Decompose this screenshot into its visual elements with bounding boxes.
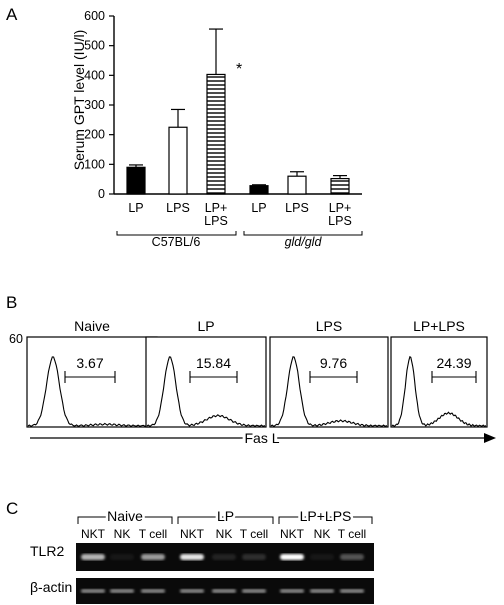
histogram-ymax-label: 60 — [9, 332, 23, 346]
panel-letter-c: C — [6, 499, 18, 518]
histogram-curve — [270, 356, 388, 427]
gel-band-tlr2 — [212, 554, 236, 560]
group-bracket-c57bl6 — [116, 231, 237, 236]
row-label-actin: β-actin — [30, 579, 72, 595]
y-tick-label: 200 — [84, 128, 105, 142]
gel-band-tlr2 — [180, 554, 204, 560]
category-label: LPS — [204, 214, 228, 228]
histogram-title: LP+LPS — [413, 318, 465, 334]
group-bracket-gld — [243, 231, 363, 236]
category-label: LP+ — [329, 201, 352, 215]
gel-band-actin — [310, 589, 334, 593]
gate-percentage: 24.39 — [436, 355, 471, 371]
gel-band-tlr2 — [310, 554, 334, 560]
gel-lane-label: NK — [314, 527, 331, 541]
bar — [330, 177, 350, 195]
histogram-curve — [146, 356, 266, 427]
group-label-gld: gld/gld — [285, 235, 323, 249]
gel-lane-label: NKT — [280, 527, 305, 541]
y-tick-label: 400 — [84, 68, 105, 82]
histogram-frame — [26, 336, 158, 428]
gel-band-tlr2 — [242, 554, 266, 560]
category-label: LPS — [285, 201, 309, 215]
category-label: LP — [251, 201, 266, 215]
fasl-axis-label: Fas L — [244, 430, 279, 446]
gel-band-actin — [180, 589, 204, 593]
histogram-frame — [145, 336, 267, 428]
panel-letter-a: A — [6, 5, 18, 24]
bar — [249, 185, 269, 195]
gate-bracket — [189, 371, 238, 383]
bar — [168, 126, 188, 195]
gel-lane-label: NKT — [81, 527, 106, 541]
gel-lane-label: T cell — [240, 527, 268, 541]
row-label-tlr2: TLR2 — [30, 543, 64, 559]
gel-group-label: LP+LPS — [300, 508, 352, 524]
histogram-frame — [269, 336, 389, 428]
gel-group-bracket — [177, 516, 274, 524]
gate-percentage: 15.84 — [196, 355, 231, 371]
gel-lane-label: T cell — [139, 527, 167, 541]
gel-band-tlr2 — [280, 554, 304, 560]
gel-band-tlr2 — [110, 554, 134, 560]
histogram-frame — [390, 336, 488, 428]
category-label: LP+ — [205, 201, 228, 215]
gel-group-label: Naive — [107, 508, 143, 524]
bar — [126, 166, 146, 195]
gel-group-bracket — [77, 516, 173, 524]
group-label-c57bl6: C57BL/6 — [152, 235, 201, 249]
category-label: LP — [128, 201, 143, 215]
histogram-title: Naive — [74, 318, 110, 334]
arrow-head-icon — [484, 433, 496, 443]
bar — [287, 175, 307, 195]
gate-percentage: 3.67 — [76, 355, 103, 371]
gel-band-actin — [141, 589, 165, 593]
histogram-title: LP — [197, 318, 214, 334]
gel-band-tlr2 — [81, 554, 105, 560]
significance-asterisk: * — [236, 61, 242, 78]
gel-band-actin — [340, 589, 364, 593]
gel-band-actin — [242, 589, 266, 593]
histogram-curve — [391, 355, 487, 427]
bar — [206, 73, 226, 195]
gpt-bar-chart: Serum GPT level (IU/l) 0 100 200 300 400 500 6… — [71, 9, 363, 249]
gel-group-bracket — [278, 516, 373, 524]
gel-band-actin — [81, 589, 105, 593]
gate-percentage: 9.76 — [320, 355, 347, 371]
gel-group-label: LP — [217, 508, 234, 524]
histogram-title: LPS — [316, 318, 342, 334]
y-tick-label: 0 — [98, 187, 105, 201]
y-tick-label: 500 — [84, 39, 105, 53]
histogram-curve — [27, 356, 157, 427]
gel-lane-label: NKT — [180, 527, 205, 541]
y-axis-label: Serum GPT level (IU/l) — [71, 30, 87, 171]
y-tick-label: 100 — [84, 157, 105, 171]
category-label: LPS — [328, 214, 352, 228]
gel-lane-label: NK — [114, 527, 131, 541]
gel-band-actin — [280, 589, 304, 593]
category-label: LPS — [166, 201, 190, 215]
gel-band-tlr2 — [340, 554, 364, 560]
gel-lane-label: NK — [216, 527, 233, 541]
panel-letter-b: B — [6, 293, 17, 312]
gel-lane-label: T cell — [338, 527, 366, 541]
y-tick-label: 300 — [84, 98, 105, 112]
gate-bracket — [309, 371, 358, 383]
gel-band-actin — [212, 589, 236, 593]
gel-band-actin — [110, 589, 134, 593]
gel-band-tlr2 — [141, 554, 165, 560]
y-tick-label: 600 — [84, 9, 105, 23]
gate-bracket — [431, 371, 477, 383]
gate-bracket — [64, 371, 116, 383]
